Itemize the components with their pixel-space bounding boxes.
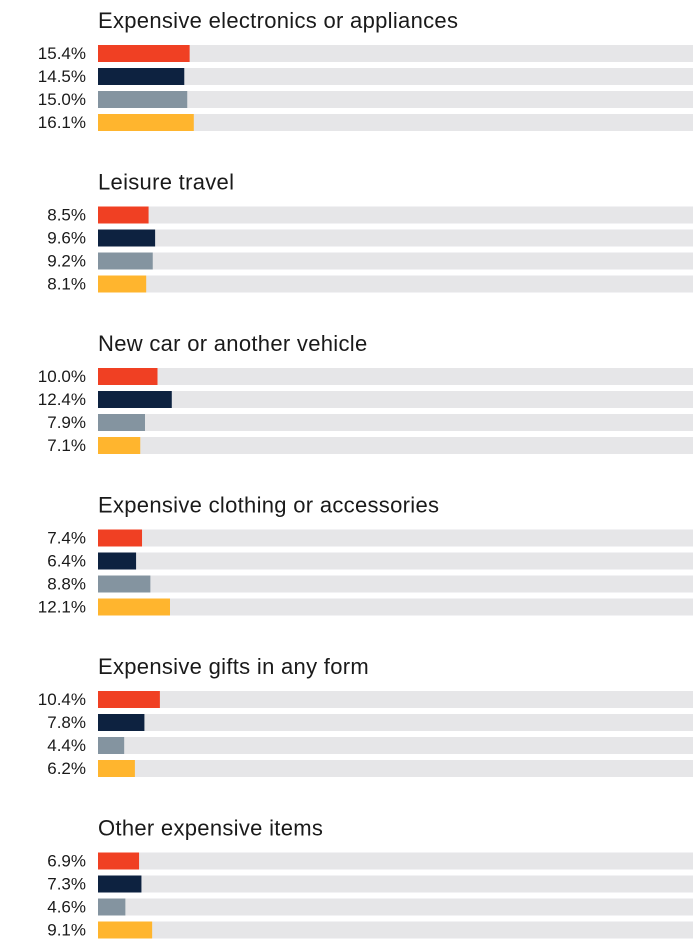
track [98, 275, 693, 293]
group-title: Expensive gifts in any form [98, 654, 369, 679]
group-title: Expensive clothing or accessories [98, 492, 439, 517]
bar [98, 714, 145, 731]
value-label: 14.5% [38, 67, 86, 86]
value-label: 6.2% [47, 759, 86, 778]
group-title: New car or another vehicle [98, 331, 367, 356]
value-label: 9.2% [47, 251, 86, 270]
bar [98, 114, 194, 131]
track [98, 875, 693, 893]
bar [98, 437, 141, 454]
bar [98, 737, 125, 754]
value-label: 4.4% [47, 736, 86, 755]
bar [98, 229, 156, 247]
bar [98, 529, 143, 547]
track [98, 529, 693, 547]
value-label: 7.1% [47, 436, 86, 455]
value-label: 15.4% [38, 44, 86, 63]
value-label: 16.1% [38, 113, 86, 132]
value-label: 7.9% [47, 413, 86, 432]
bar [98, 898, 126, 916]
bar [98, 68, 185, 85]
bar [98, 206, 149, 224]
value-label: 10.4% [38, 690, 86, 709]
value-label: 9.1% [47, 920, 86, 939]
track [98, 575, 693, 593]
value-label: 15.0% [38, 90, 86, 109]
group-title: Other expensive items [98, 815, 323, 840]
value-label: 7.8% [47, 713, 86, 732]
track [98, 91, 693, 108]
track [98, 921, 693, 939]
bar [98, 875, 142, 893]
bar [98, 552, 137, 570]
value-label: 6.4% [47, 551, 86, 570]
track [98, 391, 693, 408]
track [98, 898, 693, 916]
value-label: 4.6% [47, 897, 86, 916]
bar [98, 598, 170, 616]
bar [98, 921, 153, 939]
track [98, 760, 693, 777]
track [98, 252, 693, 270]
bar [98, 414, 146, 431]
group-title: Leisure travel [98, 169, 234, 194]
bar [98, 691, 160, 708]
value-label: 12.4% [38, 390, 86, 409]
track [98, 206, 693, 224]
bar [98, 368, 158, 385]
track [98, 368, 693, 385]
track [98, 852, 693, 870]
bar [98, 91, 188, 108]
group-title: Expensive electronics or appliances [98, 8, 458, 33]
bar [98, 760, 135, 777]
value-label: 6.9% [47, 851, 86, 870]
track [98, 714, 693, 731]
track [98, 45, 693, 62]
value-label: 7.4% [47, 528, 86, 547]
bar [98, 45, 190, 62]
track [98, 691, 693, 708]
track [98, 414, 693, 431]
value-label: 10.0% [38, 367, 86, 386]
value-label: 12.1% [38, 597, 86, 616]
track [98, 229, 693, 247]
bar [98, 252, 153, 270]
track [98, 598, 693, 616]
track [98, 114, 693, 131]
track [98, 437, 693, 454]
track [98, 552, 693, 570]
value-label: 9.6% [47, 228, 86, 247]
bar [98, 391, 172, 408]
value-label: 8.1% [47, 274, 86, 293]
bar [98, 575, 151, 593]
track [98, 737, 693, 754]
track [98, 68, 693, 85]
value-label: 8.5% [47, 205, 86, 224]
bar [98, 275, 147, 293]
value-label: 8.8% [47, 574, 86, 593]
bar [98, 852, 140, 870]
value-label: 7.3% [47, 874, 86, 893]
